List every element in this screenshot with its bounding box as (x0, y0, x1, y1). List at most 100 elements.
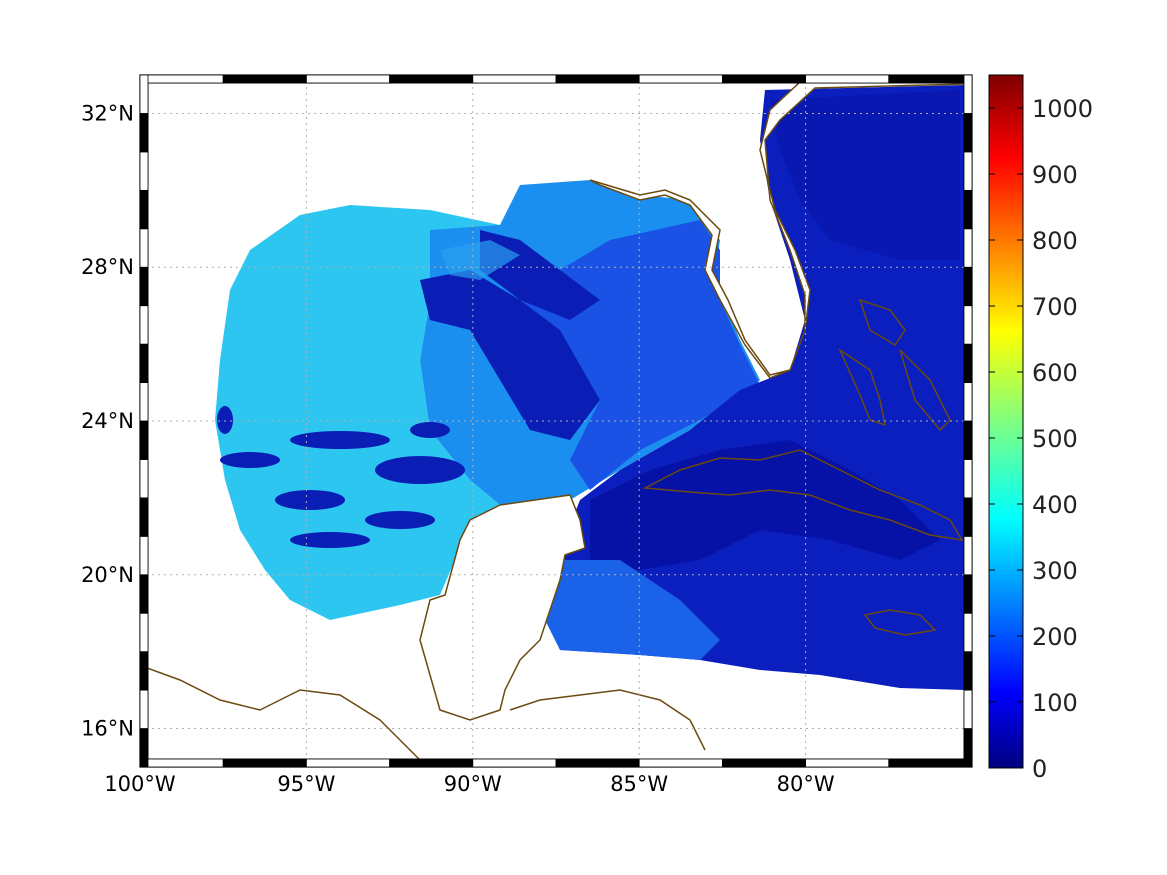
map-frame (139, 74, 973, 768)
field-yucatan-swath (545, 560, 720, 660)
frame-segment-right (963, 728, 973, 768)
frame-segment-right (963, 266, 973, 307)
frame-segment-bottom (722, 758, 807, 768)
frame-segment-right (963, 535, 973, 576)
field-north-atlantic-dark (770, 90, 960, 260)
frame-segment-bottom (222, 758, 307, 768)
colorbar-tick-label: 1000 (1032, 95, 1093, 123)
frame-segment-right (963, 228, 973, 268)
field-western-gulf (215, 205, 505, 620)
frame-segment-bottom (305, 758, 390, 768)
frame-segment-top (305, 74, 390, 84)
frame-segment-top (805, 74, 890, 84)
frame-segment-right (963, 305, 973, 345)
frame-segment-right (963, 651, 973, 691)
field-eddies (217, 230, 600, 548)
frame-segment-top (888, 74, 973, 84)
colorbar-tick-label: 700 (1032, 293, 1078, 321)
frame-segment-left (139, 74, 149, 114)
frame-segment-right (963, 189, 973, 230)
frame-segment-left (139, 420, 149, 460)
colorbar-gradient (988, 74, 1024, 769)
colorbar-tick-label: 0 (1032, 755, 1047, 783)
grid-lines (140, 75, 972, 767)
frame-segment-left (139, 728, 149, 768)
frame-segment-left (139, 382, 149, 422)
central-america (147, 667, 421, 760)
frame-segment-top (555, 74, 640, 84)
frame-segment-left (139, 574, 149, 614)
longitude-labels: 100°W 95°W 90°W 85°W 80°W (104, 772, 835, 796)
frame-segment-right (963, 574, 973, 614)
frame-segment-right (963, 382, 973, 422)
lon-tick-label: 95°W (277, 772, 335, 796)
florida (589, 82, 965, 379)
frame-segment-bottom (389, 758, 474, 768)
frame-segment-left (139, 189, 149, 230)
colorbar-ticks: 0 100 200 300 400 500 600 700 800 900 1000 (989, 95, 1093, 783)
lat-tick-label: 28°N (81, 255, 134, 279)
frame-segment-right (963, 689, 973, 729)
frame-segment-top (139, 74, 224, 84)
frame-segment-left (139, 497, 149, 537)
frame-segment-left (139, 228, 149, 268)
frame-segment-left (139, 151, 149, 191)
honduras-coast (509, 689, 706, 751)
lat-tick-label: 20°N (81, 563, 134, 587)
frame-segment-top (638, 74, 723, 84)
frame-segment-left (139, 266, 149, 307)
frame-segment-bottom (472, 758, 557, 768)
frame-segment-bottom (139, 758, 224, 768)
colorbar-tick-label: 100 (1032, 689, 1078, 717)
colorbar-tick-label: 400 (1032, 491, 1078, 519)
frame-segment-right (963, 113, 973, 153)
bahamas (838, 298, 951, 432)
colorbar-tick-label: 900 (1032, 161, 1078, 189)
lat-tick-label: 24°N (81, 409, 134, 433)
frame-segment-right (963, 343, 973, 383)
colorbar-tick-label: 200 (1032, 623, 1078, 651)
frame-segment-right (963, 497, 973, 537)
colorbar-tick-label: 800 (1032, 227, 1078, 255)
lon-tick-label: 85°W (610, 772, 668, 796)
frame-segment-right (963, 420, 973, 460)
colorbar-tick-label: 500 (1032, 425, 1078, 453)
lon-tick-label: 80°W (777, 772, 835, 796)
field-caribbean-dark (590, 440, 940, 570)
frame-segment-bottom (805, 758, 890, 768)
frame-segment-bottom (638, 758, 723, 768)
frame-segment-top (472, 74, 557, 84)
lat-tick-label: 32°N (81, 101, 134, 125)
colorbar-tick-label: 600 (1032, 359, 1078, 387)
frame-segment-bottom (555, 758, 640, 768)
frame-segment-left (139, 535, 149, 576)
frame-segment-top (222, 74, 307, 84)
latitude-labels: 32°N 28°N 24°N 20°N 16°N (81, 101, 134, 740)
frame-segment-left (139, 343, 149, 383)
frame-segment-left (139, 651, 149, 691)
frame-segment-bottom (888, 758, 973, 768)
data-field (215, 85, 965, 690)
frame-segment-left (139, 113, 149, 153)
yucatan (419, 494, 586, 721)
lon-tick-label: 90°W (444, 772, 502, 796)
frame-segment-right (963, 459, 973, 499)
frame-segment-right (963, 74, 973, 114)
lat-tick-label: 16°N (81, 717, 134, 741)
colorbar: 0 100 200 300 400 500 600 700 800 900 1000 (988, 74, 1093, 783)
jamaica (863, 609, 937, 636)
field-se-gulf (440, 240, 520, 280)
frame-segment-right (963, 612, 973, 653)
frame-segment-left (139, 689, 149, 729)
frame-segment-right (963, 151, 973, 191)
frame-segment-top (389, 74, 474, 84)
frame-segment-left (139, 612, 149, 653)
frame-segment-left (139, 459, 149, 499)
cuba (642, 449, 964, 541)
colorbar-tick-label: 300 (1032, 557, 1078, 585)
land-masses (147, 82, 965, 760)
frame-segment-left (139, 305, 149, 345)
lon-tick-label: 100°W (104, 772, 176, 796)
frame-segment-top (722, 74, 807, 84)
